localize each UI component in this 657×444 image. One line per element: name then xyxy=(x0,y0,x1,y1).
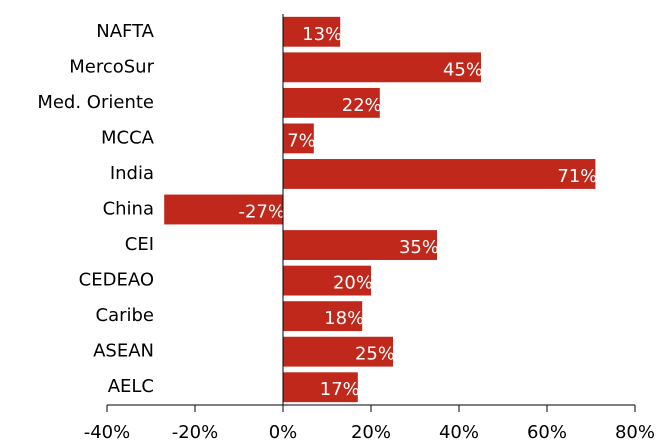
bar xyxy=(283,16,341,47)
category-label: NAFTA xyxy=(96,21,154,42)
value-label: 35% xyxy=(399,237,439,258)
category-label: Med. Oriente xyxy=(37,92,154,113)
category-label: India xyxy=(110,163,154,184)
value-label: -27% xyxy=(238,202,285,223)
value-label: 17% xyxy=(320,379,360,400)
x-tick-label: 80% xyxy=(615,422,655,443)
x-tick-label: 0% xyxy=(269,422,298,443)
category-label: CEI xyxy=(125,234,154,255)
category-label: MCCA xyxy=(101,127,155,148)
bar xyxy=(283,301,363,332)
value-label: 45% xyxy=(443,59,483,80)
x-tick-label: -20% xyxy=(172,422,219,443)
value-label: 7% xyxy=(287,130,316,151)
bar xyxy=(283,265,371,296)
bar xyxy=(283,230,437,260)
category-label: CEDEAO xyxy=(79,270,154,291)
value-label: 22% xyxy=(342,95,382,116)
value-label: 20% xyxy=(333,273,373,294)
bar xyxy=(164,194,283,225)
category-label: ASEAN xyxy=(93,341,154,362)
x-tick-label: 20% xyxy=(351,422,391,443)
value-label: 71% xyxy=(557,166,597,187)
category-label: AELC xyxy=(108,376,154,397)
bar xyxy=(283,52,481,83)
x-tick-label: 60% xyxy=(527,422,567,443)
x-tick-label: 40% xyxy=(439,422,479,443)
x-tick-label: -40% xyxy=(84,422,131,443)
category-label: China xyxy=(103,199,154,220)
value-label: 18% xyxy=(324,308,364,329)
bar xyxy=(283,372,358,403)
bar xyxy=(283,159,596,189)
value-label: 25% xyxy=(355,344,395,365)
bar xyxy=(283,87,380,118)
bar xyxy=(283,336,393,367)
value-label: 13% xyxy=(302,24,342,45)
category-label: Caribe xyxy=(96,305,155,326)
category-label: MercoSur xyxy=(69,56,154,77)
bar xyxy=(283,123,314,154)
